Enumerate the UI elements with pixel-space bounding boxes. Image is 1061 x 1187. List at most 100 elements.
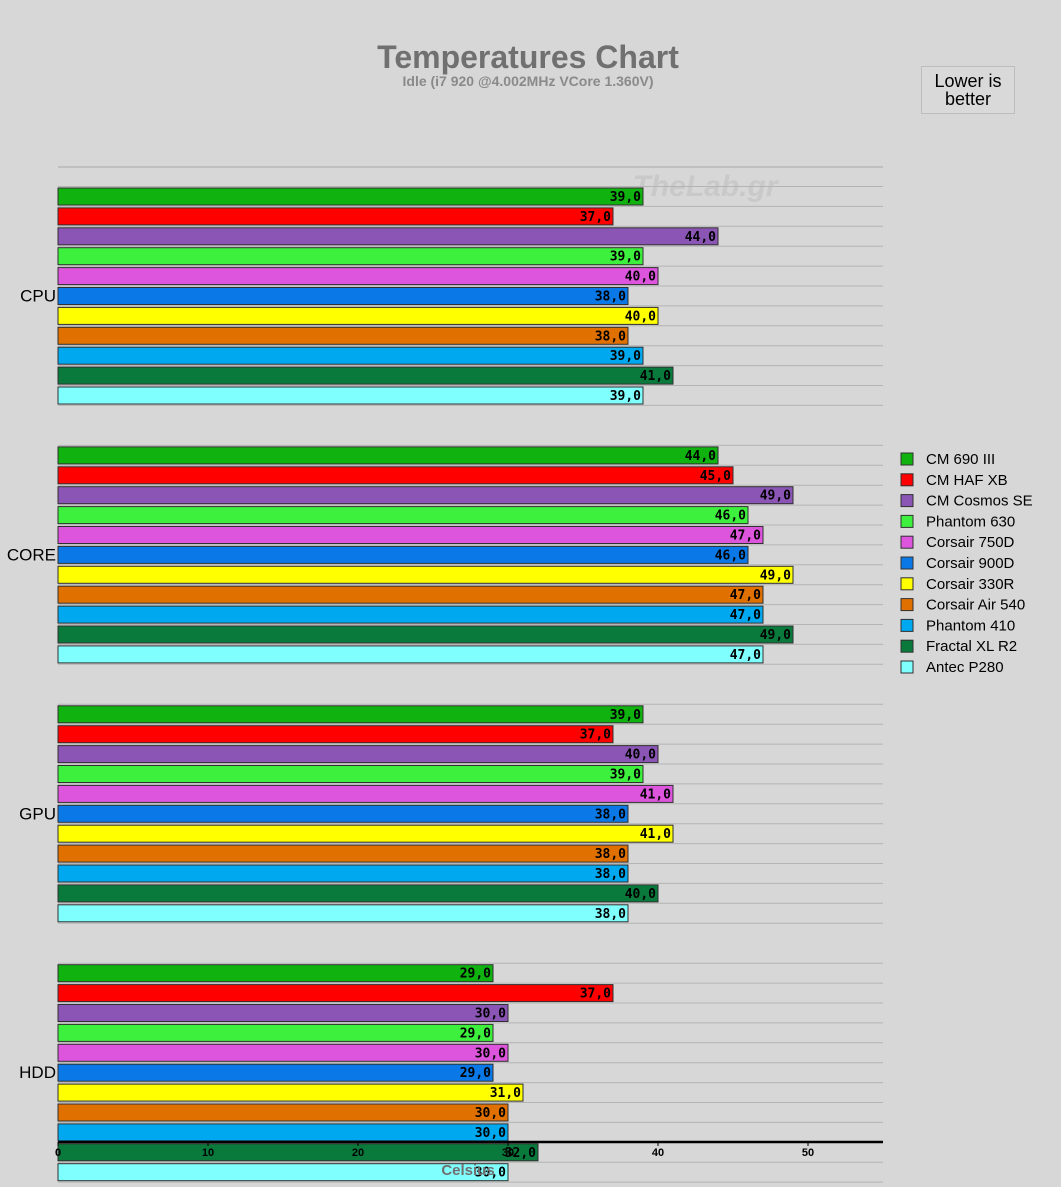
data-label-cpu-5: 38,0: [595, 290, 626, 305]
bar-hdd-10: [57, 1163, 509, 1182]
legend-swatch: [900, 535, 914, 549]
data-label-cpu-9: 41,0: [640, 369, 671, 384]
data-label-core-8: 47,0: [730, 608, 761, 623]
data-label-hdd-10: 30,0: [475, 1166, 506, 1181]
data-label-cpu-7: 38,0: [595, 329, 626, 344]
legend-label: Corsair 750D: [926, 534, 1015, 551]
data-label-gpu-6: 41,0: [640, 827, 671, 842]
x-tick-label: 50: [802, 1147, 814, 1159]
legend-swatch: [900, 556, 914, 570]
bar-gpu-5: [57, 804, 629, 823]
bar-core-2: [57, 486, 794, 505]
bar-gpu-7: [57, 844, 629, 863]
x-tick-label: 20: [352, 1147, 364, 1159]
bar-cpu-3: [57, 247, 644, 266]
data-label-core-5: 46,0: [715, 548, 746, 563]
data-label-core-7: 47,0: [730, 588, 761, 603]
bar-core-10: [57, 645, 764, 664]
bar-gpu-10: [57, 904, 629, 923]
bar-gpu-4: [57, 784, 674, 803]
data-label-cpu-6: 40,0: [625, 309, 656, 324]
data-label-hdd-6: 31,0: [490, 1086, 521, 1101]
legend-label: CM Cosmos SE: [926, 493, 1033, 510]
data-label-gpu-1: 37,0: [580, 728, 611, 743]
legend-swatch: [900, 618, 914, 632]
bar-core-3: [57, 506, 749, 525]
data-label-gpu-0: 39,0: [610, 708, 641, 723]
bar-core-6: [57, 565, 794, 584]
bar-gpu-2: [57, 745, 659, 764]
data-label-gpu-4: 41,0: [640, 787, 671, 802]
category-label-gpu: GPU: [19, 804, 56, 823]
bar-cpu-5: [57, 287, 629, 305]
chart-subtitle: Idle (i7 920 @4.002MHz VCore 1.360V): [403, 73, 654, 89]
x-tick-label: 10: [202, 1147, 214, 1159]
legend-swatch: [900, 473, 914, 487]
data-label-hdd-3: 29,0: [460, 1026, 491, 1041]
bar-cpu-7: [57, 326, 629, 345]
data-label-cpu-0: 39,0: [610, 190, 641, 205]
chart-title: Temperatures Chart: [377, 39, 679, 75]
x-tick-label: 0: [55, 1147, 61, 1159]
lower-is-better-note: Lower is better: [921, 66, 1015, 114]
bar-hdd-1: [57, 984, 614, 1003]
bar-gpu-0: [57, 705, 644, 724]
legend-swatch: [900, 639, 914, 653]
bar-hdd-5: [57, 1063, 494, 1082]
bar-core-0: [57, 446, 719, 465]
legend-swatch: [900, 494, 914, 508]
bar-core-8: [57, 605, 764, 624]
legend-swatch: [900, 598, 914, 612]
bar-hdd-3: [57, 1023, 494, 1042]
bar-gpu-1: [57, 725, 614, 744]
data-label-gpu-9: 40,0: [625, 887, 656, 902]
data-label-hdd-4: 30,0: [475, 1046, 506, 1061]
data-label-core-2: 49,0: [760, 489, 791, 504]
bar-hdd-6: [57, 1083, 524, 1102]
data-label-hdd-1: 37,0: [580, 987, 611, 1002]
data-label-cpu-3: 39,0: [610, 250, 641, 265]
legend-label: Phantom 410: [926, 617, 1015, 634]
legend-label: Phantom 630: [926, 513, 1015, 530]
data-label-gpu-2: 40,0: [625, 748, 656, 763]
data-label-core-0: 44,0: [685, 449, 716, 464]
bar-core-7: [57, 585, 764, 604]
bar-core-4: [57, 526, 764, 544]
legend-label: Antec P280: [926, 659, 1004, 676]
legend-swatch: [900, 452, 914, 466]
data-label-cpu-1: 37,0: [580, 210, 611, 225]
category-label-core: CORE: [7, 545, 56, 564]
bar-cpu-8: [57, 346, 644, 365]
bar-hdd-2: [57, 1004, 509, 1022]
bar-cpu-9: [57, 366, 674, 385]
x-tick-label: 30: [502, 1147, 514, 1159]
legend-label: Corsair Air 540: [926, 597, 1025, 614]
x-axis-title: Celsius: [441, 1162, 494, 1179]
data-label-gpu-8: 38,0: [595, 867, 626, 882]
legend-swatch: [900, 660, 914, 674]
data-label-hdd-2: 30,0: [475, 1007, 506, 1022]
data-label-gpu-7: 38,0: [595, 847, 626, 862]
legend-swatch: [900, 577, 914, 591]
gridlines: [58, 166, 883, 1183]
bar-hdd-4: [57, 1043, 509, 1062]
legend-label: Corsair 900D: [926, 555, 1015, 572]
bars: 39,0 37,0 44,0 39,0 40,0 38,0 40,0 38,0 39,0 41,0…: [57, 187, 794, 1182]
bar-gpu-9: [57, 884, 659, 903]
legend-swatch: [900, 514, 914, 528]
category-label-cpu: CPU: [20, 286, 56, 305]
bar-hdd-8: [57, 1123, 509, 1142]
data-label-gpu-10: 38,0: [595, 907, 626, 922]
data-label-hdd-7: 30,0: [475, 1106, 506, 1121]
bar-gpu-8: [57, 864, 629, 883]
data-label-core-6: 49,0: [760, 568, 791, 583]
data-label-cpu-4: 40,0: [625, 270, 656, 285]
data-label-gpu-5: 38,0: [595, 807, 626, 822]
legend-label: CM 690 III: [926, 451, 995, 468]
data-label-core-3: 46,0: [715, 509, 746, 524]
bar-gpu-3: [57, 765, 644, 783]
legend-label: CM HAF XB: [926, 472, 1008, 489]
bar-gpu-6: [57, 824, 674, 843]
data-label-hdd-5: 29,0: [460, 1066, 491, 1081]
